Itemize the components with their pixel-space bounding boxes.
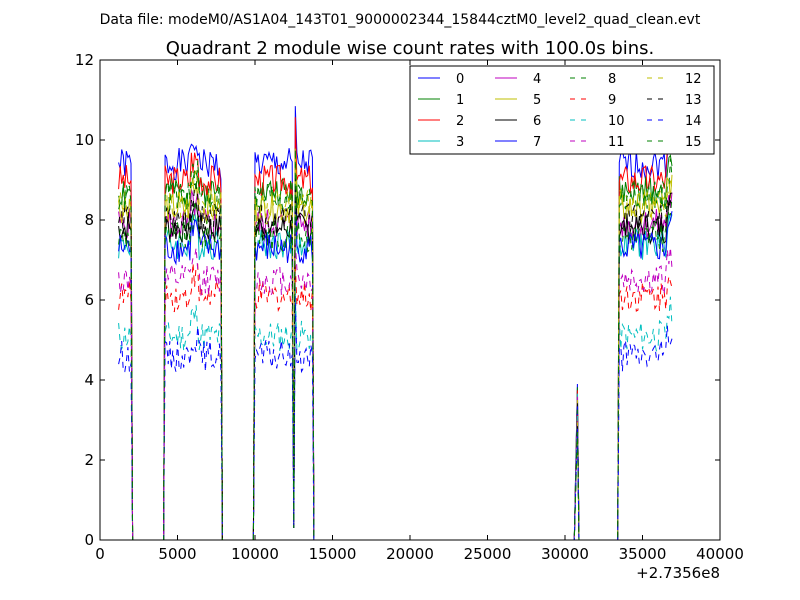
legend-label-0: 0 xyxy=(456,72,464,87)
plot-lines xyxy=(118,106,673,541)
legend-label-9: 9 xyxy=(608,93,616,108)
x-offset-label: +2.7356e8 xyxy=(636,564,720,582)
series-line-1 xyxy=(118,147,673,541)
x-tick-label: 5000 xyxy=(158,545,196,563)
x-tick-label: 35000 xyxy=(619,545,667,563)
series-line-6 xyxy=(118,187,673,541)
legend-label-12: 12 xyxy=(685,72,702,87)
y-tick-label: 12 xyxy=(75,51,94,69)
x-tick-label: 30000 xyxy=(541,545,589,563)
legend-label-7: 7 xyxy=(533,135,541,150)
legend-label-2: 2 xyxy=(456,114,464,129)
axes: 0 5000 10000 15000 20000 25000 30000 35000 40000… xyxy=(75,51,744,563)
series-line-10 xyxy=(118,285,673,541)
legend-label-1: 1 xyxy=(456,93,464,108)
legend-box xyxy=(409,65,715,155)
y-tick-label: 0 xyxy=(84,531,94,549)
x-tick-label: 15000 xyxy=(309,545,357,563)
series-line-15 xyxy=(118,149,673,541)
legend-label-14: 14 xyxy=(685,114,702,129)
legend-label-13: 13 xyxy=(685,93,702,108)
legend-label-6: 6 xyxy=(533,114,541,129)
series-line-12 xyxy=(118,148,673,541)
legend-label-5: 5 xyxy=(533,93,541,108)
x-tick-label: 10000 xyxy=(231,545,279,563)
series-line-5 xyxy=(118,153,673,541)
x-tick-label: 25000 xyxy=(464,545,512,563)
legend-label-3: 3 xyxy=(456,135,464,150)
legend-label-8: 8 xyxy=(608,72,616,87)
series-line-13 xyxy=(118,178,673,541)
y-tick-label: 2 xyxy=(84,451,94,469)
legend-label-4: 4 xyxy=(533,72,541,87)
datafile-label: Data file: modeM0/AS1A04_143T01_90000023… xyxy=(100,12,701,28)
series-line-0 xyxy=(118,106,673,541)
chart-title: Quadrant 2 module wise count rates with … xyxy=(166,38,655,59)
x-tick-label: 40000 xyxy=(696,545,744,563)
series-line-9 xyxy=(118,262,673,541)
series-line-14 xyxy=(118,295,673,541)
y-tick-label: 10 xyxy=(75,131,94,149)
legend-label-10: 10 xyxy=(608,114,625,129)
y-tick-label: 8 xyxy=(84,211,94,229)
legend-label-11: 11 xyxy=(608,135,625,150)
series-line-3 xyxy=(118,194,673,541)
legend-label-15: 15 xyxy=(685,135,702,150)
series-line-11 xyxy=(118,242,673,541)
y-tick-label: 6 xyxy=(84,291,94,309)
x-tick-label: 20000 xyxy=(386,545,434,563)
series-line-2 xyxy=(118,117,673,541)
y-tick-label: 4 xyxy=(84,371,94,389)
x-tick-label: 0 xyxy=(95,545,105,563)
series-line-7 xyxy=(118,188,673,541)
